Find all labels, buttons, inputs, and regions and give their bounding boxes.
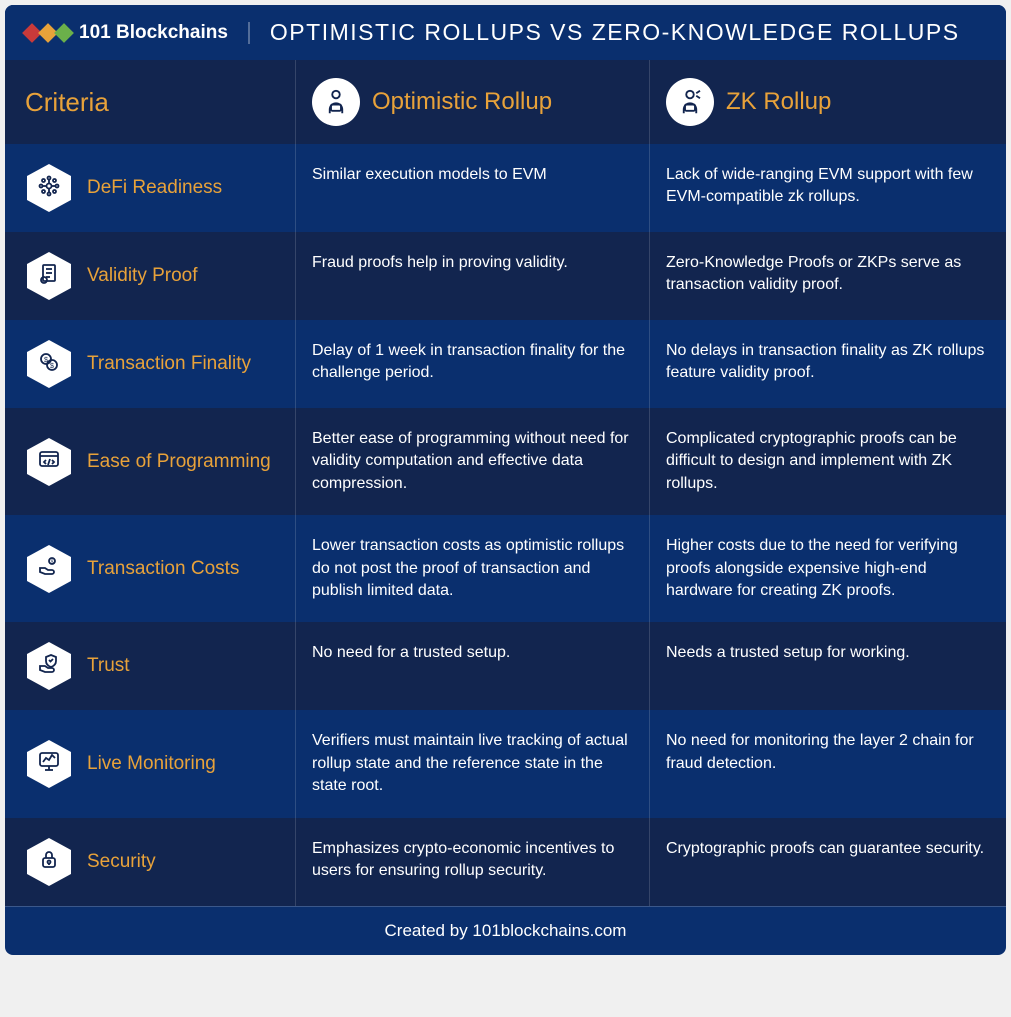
- table-row: Ease of Programming Better ease of progra…: [5, 408, 1006, 515]
- svg-text:$: $: [50, 363, 54, 370]
- comparison-table: Criteria Optimistic Rollup: [5, 60, 1006, 906]
- criteria-header: Criteria: [5, 60, 295, 144]
- hand-coin-icon: $: [25, 543, 73, 595]
- optimistic-cell: Delay of 1 week in transaction finality …: [295, 320, 650, 408]
- table-row: $ Transaction Costs Lower transaction cost…: [5, 515, 1006, 622]
- lock-icon: [25, 836, 73, 888]
- zk-cell: Higher costs due to the need for verifyi…: [650, 515, 1006, 622]
- table-row: Validity Proof Fraud proofs help in provi…: [5, 232, 1006, 320]
- zk-icon: [666, 78, 714, 126]
- zk-cell: No need for monitoring the layer 2 chain…: [650, 710, 1006, 817]
- criteria-label: Transaction Costs: [87, 557, 239, 581]
- header: 101 Blockchains OPTIMISTIC ROLLUPS VS ZE…: [5, 5, 1006, 60]
- criteria-label: Live Monitoring: [87, 752, 216, 776]
- criteria-label: Security: [87, 850, 156, 874]
- zk-cell: Needs a trusted setup for working.: [650, 622, 1006, 710]
- logo-section: 101 Blockchains: [25, 22, 250, 44]
- zk-cell: Zero-Knowledge Proofs or ZKPs serve as t…: [650, 232, 1006, 320]
- optimistic-header: Optimistic Rollup: [295, 60, 650, 144]
- criteria-cell: Security: [5, 818, 295, 906]
- criteria-label: DeFi Readiness: [87, 176, 222, 200]
- svg-text:$: $: [44, 357, 48, 364]
- criteria-label: Transaction Finality: [87, 352, 251, 376]
- criteria-cell: Live Monitoring: [5, 710, 295, 817]
- criteria-cell: $ Transaction Costs: [5, 515, 295, 622]
- document-icon: [25, 250, 73, 302]
- code-icon: [25, 436, 73, 488]
- criteria-label: Ease of Programming: [87, 450, 271, 474]
- logo-icon: [25, 26, 71, 40]
- optimistic-icon: [312, 78, 360, 126]
- infographic-container: 101 Blockchains OPTIMISTIC ROLLUPS VS ZE…: [5, 5, 1006, 955]
- criteria-cell: Validity Proof: [5, 232, 295, 320]
- zk-cell: No delays in transaction finality as ZK …: [650, 320, 1006, 408]
- optimistic-cell: No need for a trusted setup.: [295, 622, 650, 710]
- table-row: Live Monitoring Verifiers must maintain l…: [5, 710, 1006, 817]
- optimistic-cell: Similar execution models to EVM: [295, 144, 650, 232]
- svg-text:$: $: [51, 560, 54, 566]
- brand-name: 101 Blockchains: [79, 22, 228, 44]
- optimistic-header-label: Optimistic Rollup: [372, 88, 552, 116]
- optimistic-cell: Emphasizes crypto-economic incentives to…: [295, 818, 650, 906]
- table-row: $$ Transaction Finality Delay of 1 week in…: [5, 320, 1006, 408]
- optimistic-cell: Verifiers must maintain live tracking of…: [295, 710, 650, 817]
- table-row: DeFi Readiness Similar execution models t…: [5, 144, 1006, 232]
- shield-icon: [25, 640, 73, 692]
- zk-cell: Cryptographic proofs can guarantee secur…: [650, 818, 1006, 906]
- monitor-icon: [25, 738, 73, 790]
- footer-credit: Created by 101blockchains.com: [5, 906, 1006, 955]
- dollar-icon: $$: [25, 338, 73, 390]
- criteria-label: Validity Proof: [87, 264, 198, 288]
- optimistic-cell: Better ease of programming without need …: [295, 408, 650, 515]
- table-row: Trust No need for a trusted setup.Needs a…: [5, 622, 1006, 710]
- criteria-cell: Ease of Programming: [5, 408, 295, 515]
- zk-header-label: ZK Rollup: [726, 88, 831, 116]
- optimistic-cell: Fraud proofs help in proving validity.: [295, 232, 650, 320]
- page-title: OPTIMISTIC ROLLUPS VS ZERO-KNOWLEDGE ROL…: [250, 19, 960, 46]
- zk-cell: Complicated cryptographic proofs can be …: [650, 408, 1006, 515]
- zk-cell: Lack of wide-ranging EVM support with fe…: [650, 144, 1006, 232]
- optimistic-cell: Lower transaction costs as optimistic ro…: [295, 515, 650, 622]
- criteria-cell: $$ Transaction Finality: [5, 320, 295, 408]
- criteria-cell: Trust: [5, 622, 295, 710]
- network-icon: [25, 162, 73, 214]
- criteria-cell: DeFi Readiness: [5, 144, 295, 232]
- table-row: Security Emphasizes crypto-economic incen…: [5, 818, 1006, 906]
- table-header-row: Criteria Optimistic Rollup: [5, 60, 1006, 144]
- criteria-label: Trust: [87, 654, 130, 678]
- zk-header: ZK Rollup: [650, 60, 1006, 144]
